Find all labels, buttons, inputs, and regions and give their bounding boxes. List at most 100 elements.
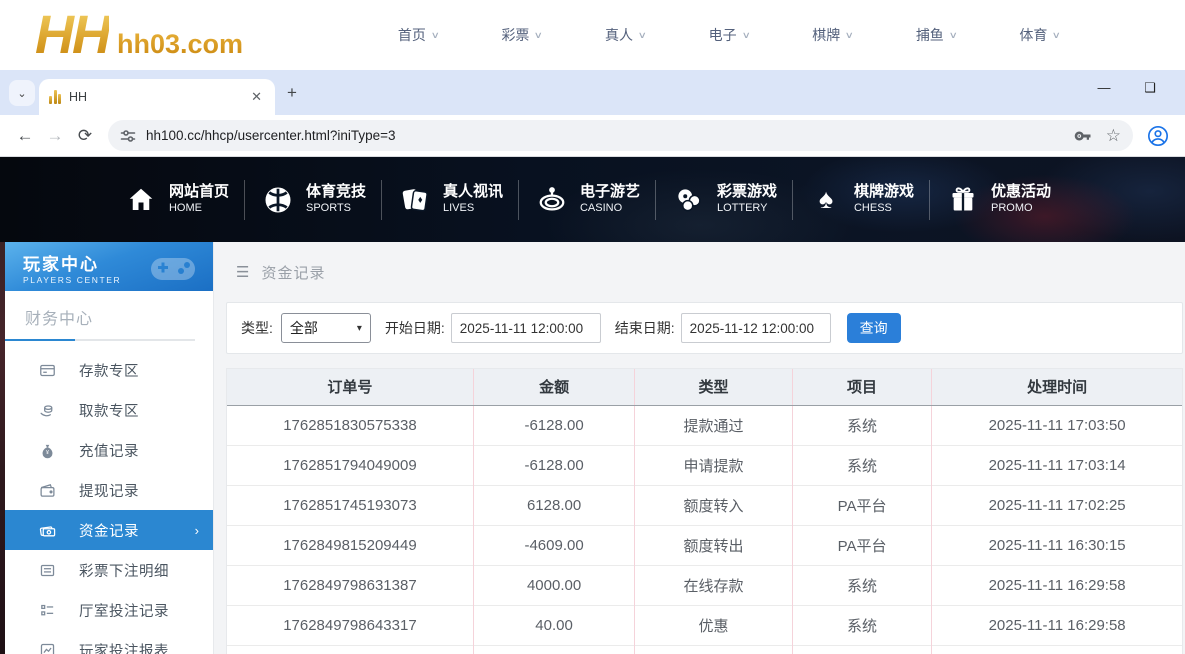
cell-type: 额度转入	[634, 484, 793, 525]
site-nav-slots[interactable]: 电子 ∨	[708, 27, 751, 43]
cell-order-id: 1762851794049009	[227, 444, 474, 485]
tab-close-icon[interactable]: ✕	[251, 89, 262, 104]
cell-process-time: 2025-11-11 17:02:25	[931, 484, 1182, 525]
sidebar-item-room-bet-records[interactable]: 厅室投注记录	[5, 590, 213, 630]
password-key-icon[interactable]	[1074, 127, 1092, 145]
cell-amount	[473, 644, 636, 654]
new-tab-button[interactable]: +	[287, 83, 297, 102]
players-center-title: 玩家中心	[23, 255, 99, 274]
cell-project: PA平台	[792, 484, 933, 525]
minimize-button[interactable]: —	[1097, 80, 1111, 95]
sports-ball-icon	[261, 183, 295, 217]
window-controls: — ❑	[1097, 80, 1157, 96]
cell-project: 系统	[792, 604, 933, 645]
workspace: 玩家中心 PLAYERS CENTER 财务中心 存款专区 取款专区 ¥ 充值记…	[0, 242, 1185, 654]
end-date-input[interactable]	[680, 313, 831, 343]
cell-process-time: 2025-11-11 17:03:50	[931, 404, 1182, 445]
gamepad-icon	[147, 250, 199, 291]
site-nav-fishing[interactable]: 捕鱼 ∨	[915, 27, 958, 43]
end-date-label: 结束日期:	[614, 320, 675, 336]
table-row: 1762851745193073 6128.00 额度转入 PA平台 2025-…	[227, 484, 1182, 525]
sidebar-item-player-bet-report[interactable]: 玩家投注报表	[5, 630, 213, 654]
reload-button[interactable]: ⟳	[77, 125, 93, 145]
cell-type: 在线存款	[634, 564, 793, 605]
table-row: 1762851794049009 -6128.00 申请提款 系统 2025-1…	[227, 444, 1182, 485]
url-text[interactable]: hh100.cc/hhcp/usercenter.html?iniType=3	[146, 128, 396, 143]
select-arrow-icon: ▾	[356, 322, 362, 334]
roulette-icon	[535, 183, 569, 217]
playing-cards-icon	[398, 183, 432, 217]
start-date-input[interactable]	[450, 313, 601, 343]
site-nav-live[interactable]: 真人 ∨	[605, 27, 647, 43]
cell-type: 申请提款	[634, 444, 793, 485]
chevron-down-icon: ∨	[948, 29, 958, 40]
cell-type: 优惠	[634, 604, 793, 645]
browser-tab[interactable]: HH ✕	[39, 79, 275, 115]
cell-order-id: 1762849798643317	[227, 604, 474, 645]
sidebar-item-withdraw-zone[interactable]: 取款专区	[5, 390, 213, 430]
game-nav-chess[interactable]: ♠ 棋牌游戏 CHESS	[793, 174, 930, 226]
game-nav: 网站首页 HOME 体育竞技 SPORTS 真人视讯 LIVES 电子游艺 CASINO…	[0, 157, 1185, 242]
cell-project	[792, 644, 933, 654]
chevron-down-icon: ∨	[430, 29, 440, 40]
sidebar-item-deposit-zone[interactable]: 存款专区	[5, 350, 213, 390]
hand-coin-icon	[38, 402, 56, 419]
site-nav-chess[interactable]: 棋牌 ∨	[812, 27, 855, 43]
spade-icon: ♠	[818, 184, 834, 214]
maximize-button[interactable]: ❑	[1144, 80, 1156, 95]
col-amount: 金额	[473, 369, 636, 406]
cell-process-time: 2025-11-11 16:29:58	[931, 604, 1182, 645]
table-row: 1762849798643317 40.00 优惠 系统 2025-11-11 …	[227, 604, 1182, 645]
menu-toggle-icon[interactable]: ☰	[236, 264, 250, 281]
table-row: 1762851830575338 -6128.00 提款通过 系统 2025-1…	[227, 404, 1182, 445]
col-order-id: 订单号	[227, 369, 474, 406]
table-row	[227, 644, 1182, 654]
logo-domain-text: hh03.com	[117, 29, 244, 59]
type-label: 类型:	[241, 320, 273, 336]
sidebar-item-funds-records[interactable]: 资金记录 ›	[5, 510, 213, 550]
cell-process-time: 2025-11-11 16:30:15	[931, 524, 1182, 565]
game-nav-lottery[interactable]: 彩票游戏 LOTTERY	[656, 174, 793, 226]
browser-profile-icon[interactable]	[1147, 125, 1169, 147]
money-bag-icon: ¥	[38, 442, 56, 459]
chevron-down-icon: ∨	[741, 29, 751, 40]
game-nav-sports[interactable]: 体育竞技 SPORTS	[245, 174, 382, 226]
site-nav: 首页 ∨ 彩票 ∨ 真人 ∨ 电子 ∨ 棋牌 ∨ 捕鱼 ∨ 体育 ∨	[397, 25, 1062, 45]
sidebar-item-recharge-records[interactable]: ¥ 充值记录	[5, 430, 213, 470]
back-button[interactable]: ←	[16, 125, 34, 145]
cell-type: 额度转出	[634, 524, 793, 565]
report-chart-icon	[38, 642, 56, 654]
site-info-icon[interactable]	[120, 128, 136, 144]
checklist-icon	[38, 602, 56, 619]
cell-process-time	[931, 644, 1182, 654]
start-date-label: 开始日期:	[384, 320, 445, 336]
sidebar: 玩家中心 PLAYERS CENTER 财务中心 存款专区 取款专区 ¥ 充值记…	[5, 242, 214, 654]
game-nav-promo[interactable]: 优惠活动 PROMO	[930, 174, 1067, 226]
breadcrumb: ☰ 资金记录	[226, 242, 1183, 302]
cell-order-id: 1762849798631387	[227, 564, 474, 605]
tab-search-button[interactable]: ⌄	[9, 80, 35, 106]
search-button[interactable]: 查询	[846, 313, 901, 343]
chevron-down-icon: ∨	[637, 29, 647, 40]
bookmark-star-icon[interactable]: ☆	[1105, 125, 1121, 145]
site-nav-home[interactable]: 首页 ∨	[397, 27, 440, 43]
site-logo[interactable]: HH hh03.com	[35, 8, 243, 62]
chevron-down-icon: ∨	[844, 29, 855, 40]
table-header-row: 订单号 金额 类型 项目 处理时间	[227, 369, 1182, 406]
game-nav-home[interactable]: 网站首页 HOME	[108, 174, 245, 226]
cell-amount: -4609.00	[473, 524, 636, 565]
home-icon	[124, 183, 158, 217]
type-select[interactable]: 全部 ▾	[280, 313, 371, 343]
sidebar-item-withdrawal-records[interactable]: 提现记录	[5, 470, 213, 510]
cell-project: 系统	[792, 444, 933, 485]
cell-order-id	[227, 644, 474, 654]
cell-process-time: 2025-11-11 17:03:14	[931, 444, 1182, 485]
game-nav-lives[interactable]: 真人视讯 LIVES	[382, 174, 519, 226]
sidebar-item-lottery-bet-details[interactable]: 彩票下注明细	[5, 550, 213, 590]
site-nav-lottery[interactable]: 彩票 ∨	[501, 27, 544, 43]
game-nav-casino[interactable]: 电子游艺 CASINO	[519, 174, 656, 226]
site-nav-sports[interactable]: 体育 ∨	[1019, 27, 1062, 43]
filter-panel: 类型: 全部 ▾ 开始日期: 结束日期: 查询	[226, 302, 1183, 354]
forward-button[interactable]: →	[46, 125, 64, 145]
address-bar[interactable]: hh100.cc/hhcp/usercenter.html?iniType=3 …	[108, 120, 1133, 151]
